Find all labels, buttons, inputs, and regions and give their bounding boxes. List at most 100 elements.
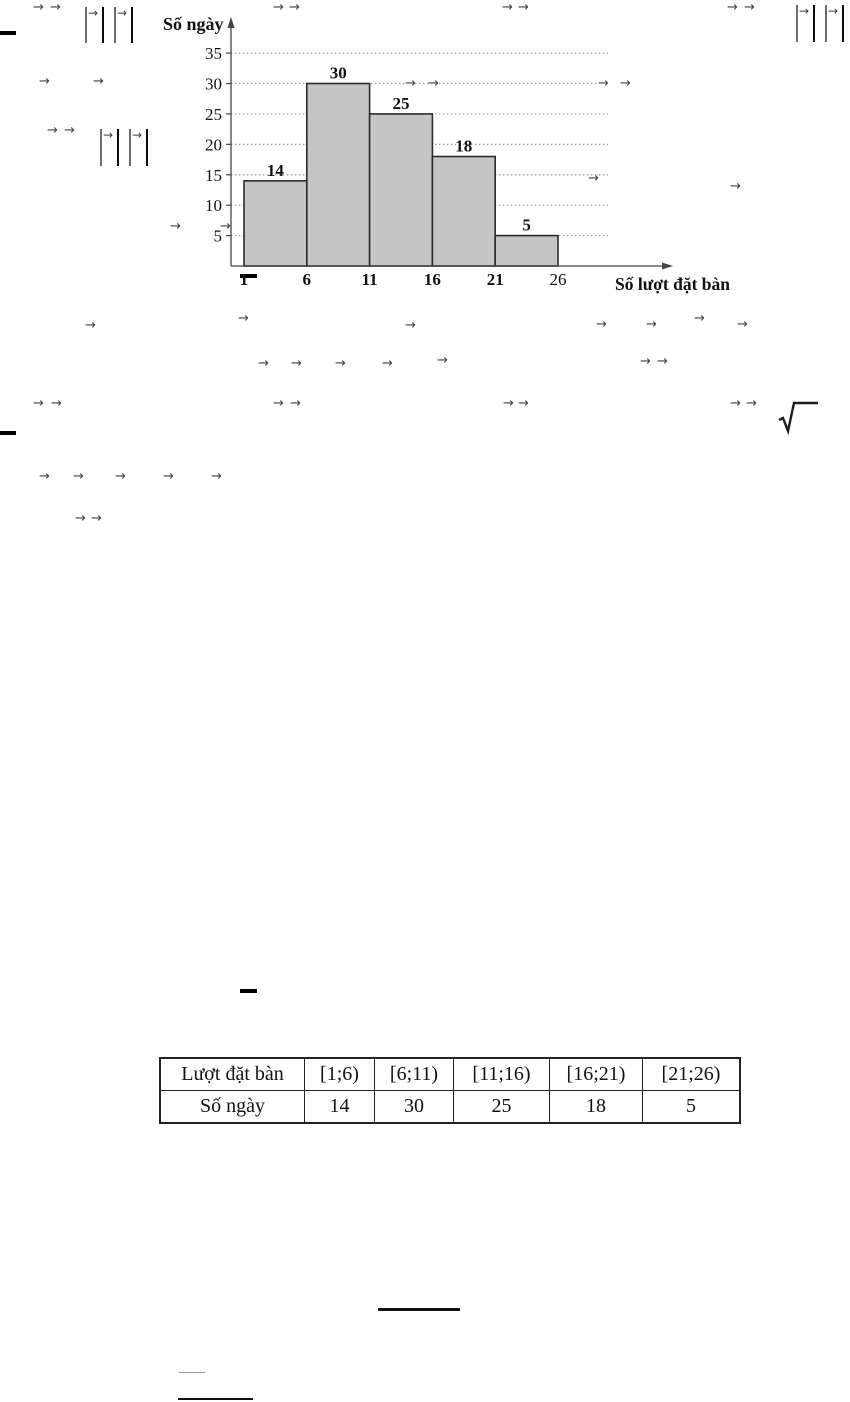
x-tick-label: 26 (550, 270, 567, 289)
abs-bar (842, 5, 844, 42)
y-tick-label: 35 (205, 44, 222, 63)
vector-arrow-icon: → (744, 0, 755, 15)
x-tick-label: 1 (240, 270, 249, 289)
vector-arrow-icon: → (39, 74, 50, 89)
table-cell: 25 (453, 1090, 550, 1124)
vector-arrow-icon: → (220, 219, 231, 234)
vector-arrow-icon: → (503, 396, 514, 411)
vector-arrow-icon: → (730, 179, 741, 194)
y-axis-title: Số ngày (163, 14, 224, 34)
fraction-bar-line (240, 274, 257, 278)
vector-arrow-icon: → (170, 219, 181, 234)
vector-arrow-icon: → (93, 74, 104, 89)
y-tick-label: 10 (205, 196, 222, 215)
vector-arrow-icon: → (47, 123, 58, 138)
vector-arrow-icon: → (657, 354, 668, 369)
row-header-cell: Lượt đặt bàn (159, 1057, 305, 1091)
bar-value-label: 18 (455, 137, 472, 156)
y-tick-label: 15 (205, 166, 222, 185)
row-header-cell: Số ngày (159, 1090, 305, 1124)
vector-arrow-icon: → (646, 317, 657, 332)
vector-arrow-icon: → (163, 469, 174, 484)
vector-arrow-icon: → (238, 311, 249, 326)
table-cell: [6;11) (374, 1057, 454, 1091)
vector-arrow-icon: → (273, 396, 284, 411)
vector-arrow-icon: → (737, 317, 748, 332)
vector-arrow-icon: → (115, 469, 126, 484)
abs-bar (146, 129, 148, 166)
vector-arrow-icon: → (73, 469, 84, 484)
histogram-bar (431, 155, 496, 267)
fraction-bar-line (378, 1308, 460, 1311)
histogram-bar (305, 82, 371, 267)
table-cell: [11;16) (453, 1057, 550, 1091)
vector-arrow-icon: → (428, 76, 439, 91)
table-cell: 18 (549, 1090, 643, 1124)
bar-value-label: 5 (522, 216, 531, 235)
vector-arrow-icon: → (640, 354, 651, 369)
frequency-table-body: Lượt đặt bàn [1;6) [6;11) [11;16) [16;21) [21… (159, 1057, 741, 1124)
table-cell: [21;26) (642, 1057, 741, 1091)
abs-bar (813, 5, 815, 42)
vector-arrow-icon: → (290, 396, 301, 411)
y-tick-label: 20 (205, 135, 222, 154)
absolute-value-bars: → → (100, 129, 150, 166)
vector-arrow-icon: → (85, 318, 96, 333)
vector-arrow-icon: → (746, 396, 757, 411)
abs-bar (102, 7, 104, 43)
vector-arrow-icon: → (694, 311, 705, 326)
abs-bar (796, 5, 798, 42)
vector-arrow-icon: → (405, 76, 416, 91)
vector-arrow-icon: → (382, 356, 393, 371)
vector-arrow-icon: → (50, 0, 61, 15)
vector-arrow-icon: → (39, 469, 50, 484)
vector-arrow-icon: → (799, 4, 810, 18)
bar-value-label: 30 (330, 64, 347, 83)
vector-arrow-icon: → (588, 171, 599, 186)
vector-arrow-icon: → (828, 4, 839, 18)
x-tick-label: 16 (424, 270, 441, 289)
y-tick-label: 25 (205, 105, 222, 124)
bar-value-label: 14 (267, 161, 285, 180)
vector-arrow-icon: → (518, 396, 529, 411)
table-cell: [1;6) (304, 1057, 375, 1091)
fraction-bar-line (179, 1372, 205, 1374)
vector-arrow-icon: → (727, 0, 738, 15)
abs-bar (114, 7, 116, 43)
vector-arrow-icon: → (132, 128, 143, 142)
vector-arrow-icon: → (437, 353, 448, 368)
vector-arrow-icon: → (103, 128, 114, 142)
vector-arrow-icon: → (33, 0, 44, 15)
vector-arrow-icon: → (596, 317, 607, 332)
vector-arrow-icon: → (405, 318, 416, 333)
vector-arrow-icon: → (730, 396, 741, 411)
x-tick-label: 21 (487, 270, 504, 289)
table-cell: 30 (374, 1090, 454, 1124)
absolute-value-bars: → → (85, 7, 135, 43)
table-row: Lượt đặt bàn [1;6) [6;11) [11;16) [16;21) [21… (159, 1057, 741, 1091)
histogram-bar (243, 180, 308, 267)
vector-arrow-icon: → (620, 76, 631, 91)
abs-bar (117, 129, 119, 166)
histogram-bar (368, 113, 434, 267)
vector-arrow-icon: → (51, 396, 62, 411)
fraction-bar-line (0, 431, 16, 435)
absolute-value-bars: → → (796, 5, 846, 42)
table-cell: [16;21) (549, 1057, 643, 1091)
fraction-bar-line (0, 31, 16, 35)
x-tick-label: 6 (303, 270, 312, 289)
vector-arrow-icon: → (502, 0, 513, 15)
table-row: Số ngày 14 30 25 18 5 (159, 1090, 741, 1124)
abs-bar (129, 129, 131, 166)
y-tick-label: 30 (205, 75, 222, 94)
x-axis-title: Số lượt đặt bàn (615, 274, 730, 294)
x-tick-label: 11 (362, 270, 378, 289)
table-cell: 14 (304, 1090, 375, 1124)
vector-arrow-icon: → (273, 0, 284, 15)
table-cell: 5 (642, 1090, 741, 1124)
square-root-icon (778, 401, 818, 436)
fraction-bar-line (178, 1398, 253, 1401)
abs-bar (100, 129, 102, 166)
vector-arrow-icon: → (289, 0, 300, 15)
